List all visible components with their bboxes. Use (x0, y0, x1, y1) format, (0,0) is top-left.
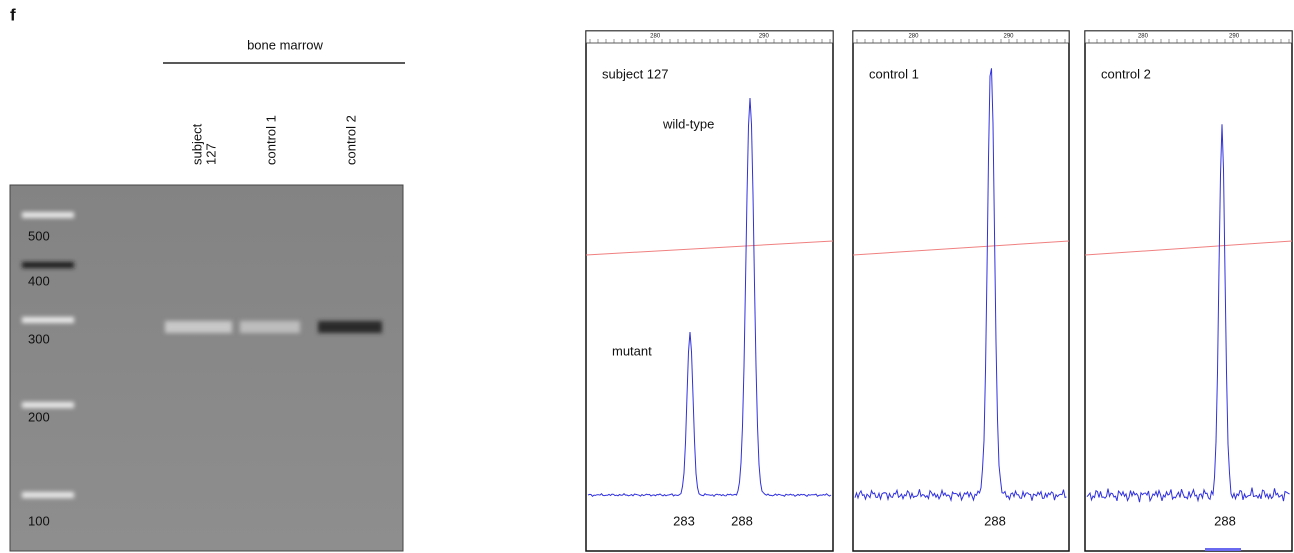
ladder-label: 500 (28, 228, 50, 243)
ladder-band (22, 262, 74, 268)
peak-label: 288 (984, 513, 1006, 528)
axis-tick-label: 280 (908, 34, 919, 40)
sample-band (165, 321, 232, 333)
gel-header: bone marrow (247, 37, 323, 52)
peak-label: 288 (731, 513, 753, 528)
trace-panel (586, 31, 833, 551)
trace-title: control 1 (869, 66, 919, 81)
ladder-band (22, 317, 74, 323)
lane-label: control 1 (263, 115, 278, 165)
peak-annotation: mutant (612, 343, 652, 358)
axis-tick-label: 280 (1138, 34, 1149, 40)
axis-tick-label: 290 (759, 34, 770, 40)
ladder-band (22, 212, 74, 218)
ladder-label: 100 (28, 513, 50, 528)
trace-panel (1085, 31, 1292, 551)
peak-label: 283 (673, 513, 695, 528)
ladder-label: 200 (28, 409, 50, 424)
sample-band (240, 321, 300, 333)
ladder-label: 300 (28, 331, 50, 346)
lane-label: control 2 (343, 115, 358, 165)
peak-label: 288 (1214, 513, 1236, 528)
ladder-band (22, 492, 74, 498)
lane-label: 127 (203, 143, 218, 165)
peak-annotation: wild-type (662, 116, 714, 131)
ladder-label: 400 (28, 273, 50, 288)
trace-title: control 2 (1101, 66, 1151, 81)
axis-tick-label: 290 (1004, 34, 1015, 40)
axis-tick-label: 280 (650, 34, 661, 40)
lane-label: subject (189, 123, 204, 165)
trace-panel (853, 31, 1069, 551)
axis-strip (1085, 31, 1292, 43)
ladder-band (22, 402, 74, 408)
axis-tick-label: 290 (1229, 34, 1240, 40)
trace-title: subject 127 (602, 66, 669, 81)
figure: f bone marrow 500 400 300 200 100 subject127 c… (0, 0, 1294, 553)
sample-band (318, 321, 382, 333)
scroll-marker (1205, 548, 1241, 551)
axis-strip (586, 31, 833, 43)
figure-label: f (10, 5, 16, 24)
